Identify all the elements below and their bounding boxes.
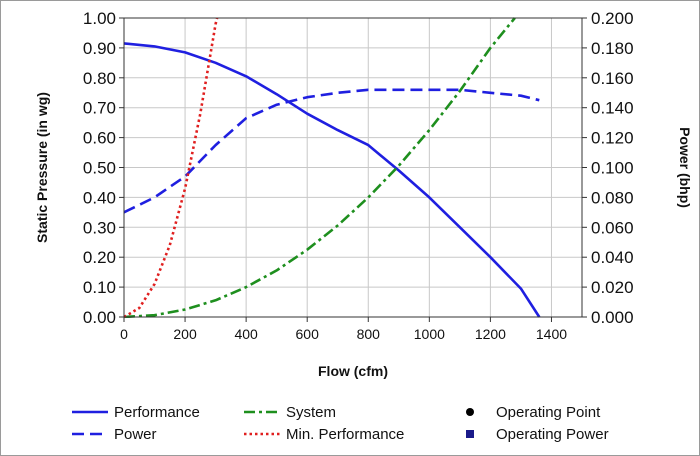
right-tick-label: 0.140 <box>591 99 634 118</box>
legend-label-min-performance: Min. Performance <box>286 426 404 443</box>
legend-label-power: Power <box>114 426 157 443</box>
x-tick-label: 1200 <box>475 326 506 342</box>
series-line-system <box>124 17 516 318</box>
left-axis-ticks: 0.00 0.10 0.20 0.30 0.40 0.50 0.60 0.70 0.80 0.90… <box>83 9 124 327</box>
series-layer <box>124 17 541 318</box>
left-tick-label: 0.30 <box>83 218 116 237</box>
x-tick-label: 1400 <box>536 326 567 342</box>
legend-label-operating-power: Operating Power <box>496 426 609 443</box>
legend-marker-operating-point <box>466 408 474 416</box>
left-tick-label: 1.00 <box>83 9 116 28</box>
right-tick-label: 0.180 <box>591 39 634 58</box>
left-tick-label: 0.00 <box>83 308 116 327</box>
right-tick-label: 0.200 <box>591 9 634 28</box>
x-axis-label: Flow (cfm) <box>318 363 388 379</box>
series-line-min-performance <box>124 17 219 318</box>
left-tick-label: 0.70 <box>83 99 116 118</box>
right-tick-label: 0.080 <box>591 188 634 207</box>
left-tick-label: 0.80 <box>83 69 116 88</box>
series-line-power <box>124 88 540 214</box>
left-axis-label: Static Pressure (in wg) <box>34 92 50 243</box>
x-tick-label: 0 <box>120 326 128 342</box>
x-axis-ticks: 0 200 400 600 800 1000 1200 1400 <box>120 317 567 342</box>
x-tick-label: 800 <box>357 326 381 342</box>
right-tick-label: 0.040 <box>591 248 634 267</box>
legend-marker-operating-power <box>466 430 474 438</box>
right-tick-label: 0.020 <box>591 278 634 297</box>
x-tick-label: 200 <box>173 326 197 342</box>
left-tick-label: 0.10 <box>83 278 116 297</box>
legend-label-operating-point: Operating Point <box>496 404 601 421</box>
left-tick-label: 0.40 <box>83 188 116 207</box>
legend-label-performance: Performance <box>114 404 200 421</box>
series-line-performance <box>124 42 541 318</box>
x-tick-label: 600 <box>296 326 320 342</box>
x-tick-label: 1000 <box>414 326 445 342</box>
left-tick-label: 0.50 <box>83 159 116 178</box>
left-tick-label: 0.60 <box>83 129 116 148</box>
right-tick-label: 0.160 <box>591 69 634 88</box>
right-tick-label: 0.100 <box>591 159 634 178</box>
legend-label-system: System <box>286 404 336 421</box>
right-tick-label: 0.060 <box>591 218 634 237</box>
right-tick-label: 0.000 <box>591 308 634 327</box>
legend: Performance Power System Min. Performance Op… <box>72 404 609 443</box>
left-tick-label: 0.20 <box>83 248 116 267</box>
x-tick-label: 400 <box>234 326 258 342</box>
right-axis-label: Power (bhp) <box>677 127 693 208</box>
right-axis-ticks: 0.000 0.020 0.040 0.060 0.080 0.100 0.120 0.140… <box>582 9 634 327</box>
left-tick-label: 0.90 <box>83 39 116 58</box>
right-tick-label: 0.120 <box>591 129 634 148</box>
